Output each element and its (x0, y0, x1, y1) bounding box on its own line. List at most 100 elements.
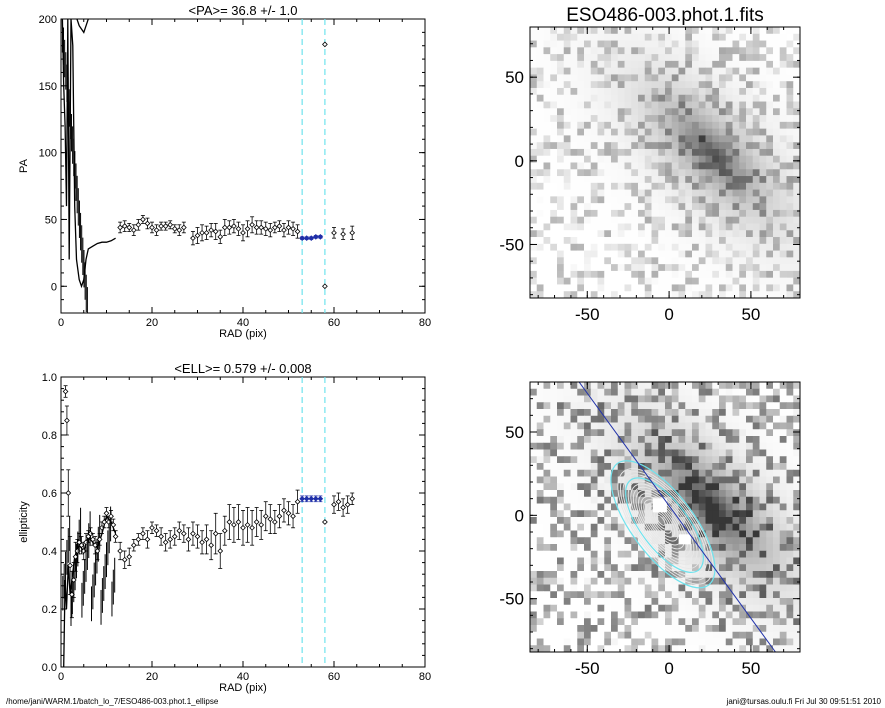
img1-pixel (577, 60, 585, 69)
img2-pixel (604, 631, 612, 639)
img2-pixel (752, 388, 760, 396)
img1-pixel (766, 81, 774, 89)
img1-pixel (530, 223, 538, 231)
img2-pixel (732, 598, 740, 606)
img2-pixel (631, 604, 639, 612)
img2-pixel (530, 591, 538, 599)
img2-pixel (773, 523, 781, 531)
img2-pixel (617, 422, 625, 430)
img2-pixel (530, 409, 538, 417)
img2-pixel (786, 571, 794, 579)
ell-fit-range-point (308, 495, 315, 502)
img2-pixel (712, 611, 720, 619)
img1-pixel (712, 108, 720, 116)
img2-pixel (536, 409, 544, 417)
img1-pixel (671, 27, 679, 35)
img2-pixel (779, 517, 787, 525)
img2-pixel (563, 422, 571, 430)
img1-pixel (604, 291, 612, 298)
ell-profile-point (76, 539, 83, 546)
img1-pixel (597, 243, 605, 251)
img2-pixel (665, 611, 673, 619)
img2-pixel (557, 591, 565, 599)
img2-pixel (536, 557, 544, 565)
img2-pixel (779, 510, 787, 518)
img2-pixel (611, 510, 619, 518)
ell-profile-point (121, 556, 128, 563)
img2-pixel (557, 584, 565, 592)
img2-pixel (685, 409, 693, 417)
img1-pixel (530, 47, 538, 55)
img2-pixel (692, 577, 700, 585)
img1-pixel (665, 209, 673, 218)
img1-pixel (638, 284, 646, 292)
img2-pixel (611, 577, 619, 585)
img1-pixel (746, 264, 754, 272)
img1-pixel (624, 209, 632, 218)
img1-pixel (773, 182, 781, 191)
img2-pixel (739, 584, 747, 592)
img1-pixel (577, 223, 585, 231)
img1-pixel (766, 203, 774, 211)
img1-pixel (597, 203, 605, 211)
img2-pixel (577, 530, 585, 538)
img1-pixel (530, 54, 538, 62)
img1-pixel (779, 237, 787, 245)
footer-path: /home/jani/WARM.1/batch_lo_7/ESO486-003.… (6, 697, 219, 706)
img1-pixel (611, 94, 619, 102)
img1-pixel (590, 196, 598, 204)
img2-isophote-ellipse (653, 511, 669, 530)
img1-pixel (577, 209, 585, 218)
img2-pixel (644, 510, 652, 518)
img2-pixel (638, 625, 646, 633)
img1-pixel (570, 270, 578, 279)
img1-pixel (732, 74, 740, 82)
img1-pixel (617, 196, 625, 204)
img1-pixel (658, 142, 666, 150)
img2-pixel (550, 436, 558, 444)
img1-pixel (752, 237, 760, 245)
img1-pixel (536, 94, 544, 102)
img1-pixel (786, 182, 794, 191)
img2-pixel (557, 618, 565, 626)
img1-pixel (543, 237, 551, 245)
img2-pixel (557, 517, 565, 525)
img2-pixel (671, 584, 679, 592)
img2-pixel (678, 530, 686, 538)
img2-pixel (746, 523, 754, 531)
img1-pixel (739, 291, 747, 298)
img1-pixel (739, 189, 747, 197)
img2-pixel (779, 584, 787, 592)
img1-pixel (685, 54, 693, 62)
img2-pixel (719, 402, 727, 410)
img1-pixel (752, 148, 760, 157)
img2-pixel (698, 456, 706, 464)
img1-pixel (779, 155, 787, 163)
img2-pixel (550, 449, 558, 457)
img2-pixel (644, 388, 652, 396)
img2-pixel (644, 591, 652, 599)
img1-pixel (705, 277, 713, 285)
img2-pixel (793, 442, 800, 450)
img2-pixel (557, 604, 565, 612)
ell-profile-point (258, 522, 265, 528)
img2-pixel (644, 577, 652, 585)
img1-pixel (611, 40, 619, 48)
img1-pixel (725, 216, 733, 224)
img2-pixel (692, 476, 700, 484)
img2-pixel (746, 503, 754, 511)
img2-pixel (671, 571, 679, 579)
img2-pixel (570, 496, 578, 504)
img1-pixel (786, 60, 794, 69)
img2-pixel (543, 469, 551, 477)
img1-pixel (530, 277, 538, 285)
img2-pixel (563, 503, 571, 511)
img1-pixel (651, 223, 659, 231)
img1-pixel (584, 196, 592, 204)
img2-pixel (773, 483, 781, 491)
img1-pixel (665, 291, 673, 298)
img2-pixel (793, 571, 800, 579)
img1-pixel (705, 182, 713, 191)
img1-pixel (563, 189, 571, 197)
img1-pixel (786, 291, 794, 298)
